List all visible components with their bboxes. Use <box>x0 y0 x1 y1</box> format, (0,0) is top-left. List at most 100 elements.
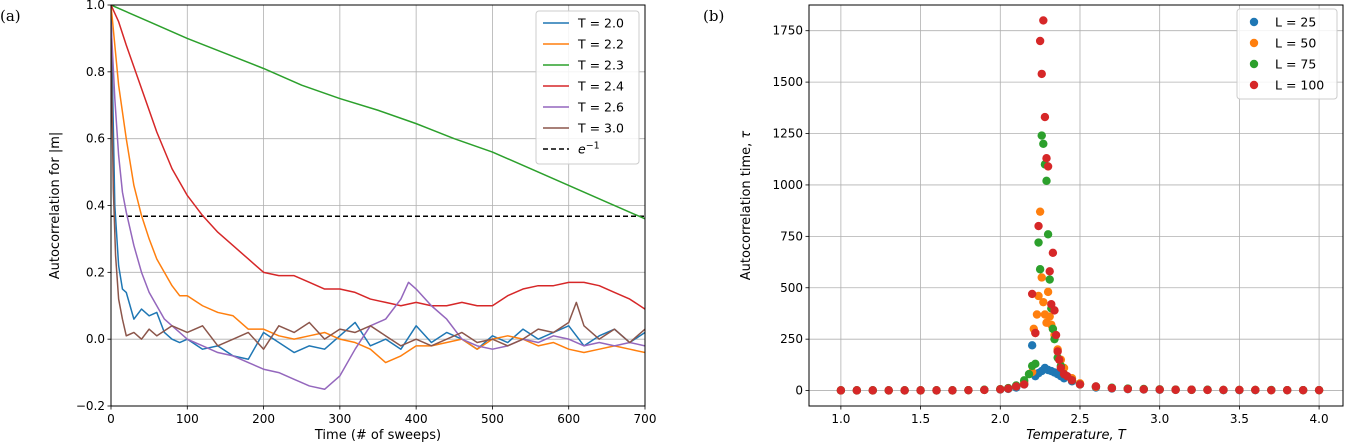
series-line-5 <box>111 21 645 391</box>
x-tick-label: 1.0 <box>831 412 850 426</box>
point-L100 <box>1051 330 1061 340</box>
point-L75 <box>1039 139 1048 149</box>
x-tick-label: 400 <box>405 412 428 426</box>
x-tick-label: 1.5 <box>911 412 930 426</box>
series-line-1 <box>111 5 645 360</box>
legend-marker-3 <box>1249 59 1259 69</box>
point-L100 <box>1155 385 1164 394</box>
point-L100 <box>1039 16 1048 25</box>
x-tick-label: 700 <box>634 412 657 426</box>
point-L100 <box>868 386 877 395</box>
series-line-4 <box>111 5 645 310</box>
point-L75 <box>1043 230 1053 239</box>
point-L50 <box>1045 312 1054 321</box>
y-tick-label: 1500 <box>772 75 803 89</box>
point-L75 <box>1037 131 1046 140</box>
autocorrelation-time-scatter-chart: 1.0 1.5 2.0 2.5 3.0 3.5 4.0 0 250 500 750 1000 1250… <box>739 4 1344 443</box>
point-L100 <box>948 386 957 395</box>
x-tick-label: 500 <box>481 412 504 426</box>
y-axis-label-base: Autocorrelation time, <box>739 143 754 281</box>
x-tick-label: 0 <box>107 412 115 426</box>
plot-frame <box>808 4 1344 407</box>
point-L75 <box>1031 359 1040 369</box>
point-L100 <box>964 385 973 395</box>
grid <box>809 5 1343 406</box>
x-tick-label: 200 <box>252 412 275 426</box>
x-tick-label: 4.0 <box>1310 412 1329 426</box>
point-L100 <box>852 386 862 395</box>
point-L100 <box>1171 385 1180 394</box>
point-L100 <box>1034 221 1043 231</box>
point-L100 <box>1075 380 1085 389</box>
point-L100 <box>1283 385 1292 395</box>
point-L100 <box>1042 154 1051 163</box>
panel-label-b: (b) <box>703 7 724 25</box>
point-L100 <box>1031 328 1040 338</box>
series-line-3 <box>111 5 645 220</box>
legend-label-1: L = 25 <box>1275 15 1316 30</box>
point-L100 <box>1047 300 1056 309</box>
point-L100 <box>996 385 1005 394</box>
y-axis-label-var: τ <box>739 131 754 139</box>
point-L100 <box>1251 385 1260 395</box>
legend-label-1: T = 2.0 <box>577 16 624 31</box>
x-axis-label-var: T <box>1118 428 1127 443</box>
legend-marker-2 <box>1249 38 1259 48</box>
x-tick-labels: 1.0 1.5 2.0 2.5 3.0 3.5 4.0 <box>831 412 1328 426</box>
point-L100 <box>1067 376 1077 385</box>
point-L50 <box>1037 273 1046 282</box>
y-tick-label: 1000 <box>772 178 803 192</box>
point-L100 <box>836 386 846 395</box>
x-tick-labels: 0 100 200 300 400 500 600 700 <box>107 412 656 426</box>
legend-label-e-inverse: e−1 <box>578 141 600 157</box>
panel-label-a: (a) <box>0 7 21 25</box>
x-tick-label: 300 <box>328 412 351 426</box>
x-tick-label: 2.5 <box>1070 412 1089 426</box>
point-L100 <box>1004 384 1013 393</box>
point-L100 <box>1107 383 1117 393</box>
point-L100 <box>1027 289 1037 299</box>
point-L100 <box>1040 112 1050 122</box>
y-tick-label: −0.2 <box>76 399 105 413</box>
x-axis-label: Temperature, T <box>1026 428 1127 443</box>
point-L50 <box>1043 287 1053 297</box>
y-tick-label: 250 <box>780 332 803 346</box>
point-L100 <box>1203 385 1212 395</box>
point-L100 <box>980 385 989 395</box>
legend-box <box>535 10 640 165</box>
series-lines <box>111 5 645 391</box>
tick-marks <box>107 4 646 410</box>
y-axis-label: Autocorrelation time, τ <box>739 131 754 281</box>
point-L75 <box>1024 369 1034 379</box>
y-tick-label: 1750 <box>772 24 803 38</box>
point-L100 <box>1019 380 1029 389</box>
legend-label-3: T = 2.3 <box>577 58 624 73</box>
legend-label-2: T = 2.2 <box>577 37 624 52</box>
x-tick-label: 3.0 <box>1150 412 1169 426</box>
legend-box <box>1236 8 1338 100</box>
point-L75 <box>1035 265 1045 274</box>
point-L100 <box>1048 248 1058 257</box>
tick-marks <box>805 30 1320 410</box>
y-tick-label: 1.0 <box>86 0 105 12</box>
point-L100 <box>1053 347 1062 356</box>
point-L100 <box>1314 385 1324 395</box>
point-L100 <box>1123 384 1133 394</box>
legend: T = 2.0 T = 2.2 T = 2.3 T = 2.4 T = 2.6 T = 3… <box>535 10 640 165</box>
legend-label-3: L = 75 <box>1275 57 1316 72</box>
point-L75 <box>1045 275 1054 284</box>
y-tick-label: 0 <box>795 384 803 398</box>
legend-label-5: T = 2.6 <box>577 100 624 115</box>
legend-label-6: T = 3.0 <box>577 121 624 136</box>
point-L100 <box>1219 385 1228 395</box>
point-L75 <box>1048 324 1058 334</box>
point-L100 <box>1091 382 1101 391</box>
autocorrelation-line-chart: 0 100 200 300 400 500 600 700 −0.2 0.0 0.2 0.4 0.6 0… <box>48 0 656 443</box>
point-L100 <box>1055 355 1064 364</box>
point-L100 <box>1056 363 1066 373</box>
y-tick-label: 1250 <box>772 127 803 141</box>
y-tick-label: 0.2 <box>86 265 105 279</box>
point-L50 <box>1035 207 1045 216</box>
y-tick-label: 0.4 <box>86 199 105 213</box>
